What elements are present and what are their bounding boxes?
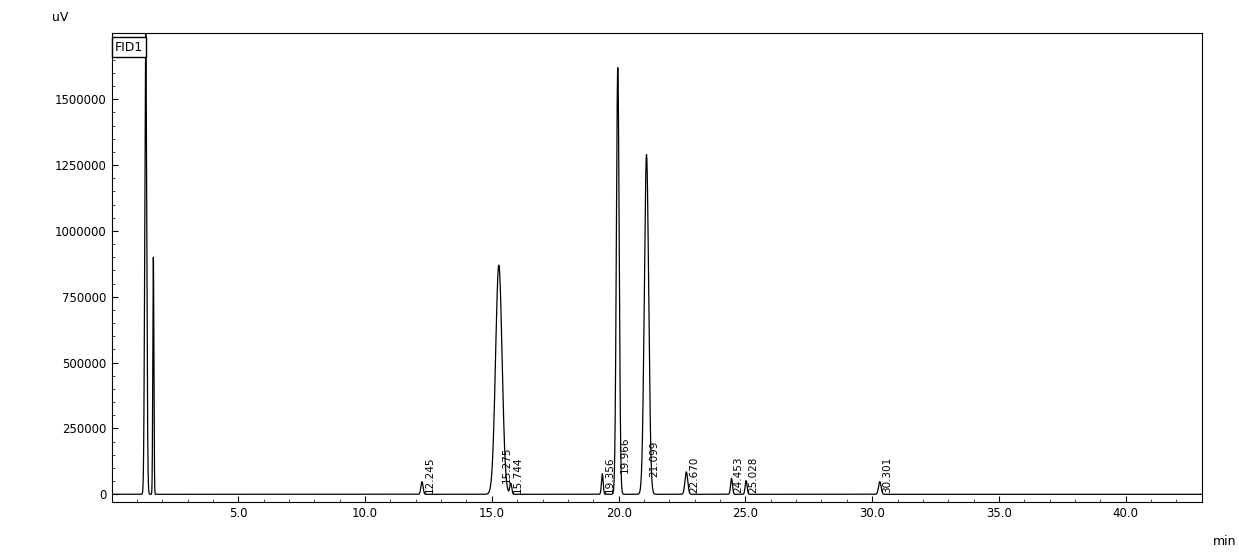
- Text: 19.966: 19.966: [620, 436, 629, 473]
- Text: 19.356: 19.356: [605, 456, 615, 493]
- Text: 22.670: 22.670: [689, 456, 699, 493]
- Text: 15.275: 15.275: [502, 446, 512, 483]
- Text: 30.301: 30.301: [882, 457, 892, 493]
- Text: FID1: FID1: [115, 41, 142, 54]
- Text: 15.744: 15.744: [513, 456, 523, 493]
- Text: uV: uV: [52, 11, 68, 24]
- Text: 24.453: 24.453: [733, 456, 743, 493]
- Text: 21.099: 21.099: [649, 441, 659, 477]
- Text: min: min: [1213, 535, 1237, 548]
- Text: 12.245: 12.245: [425, 456, 435, 493]
- Text: 25.028: 25.028: [748, 456, 758, 493]
